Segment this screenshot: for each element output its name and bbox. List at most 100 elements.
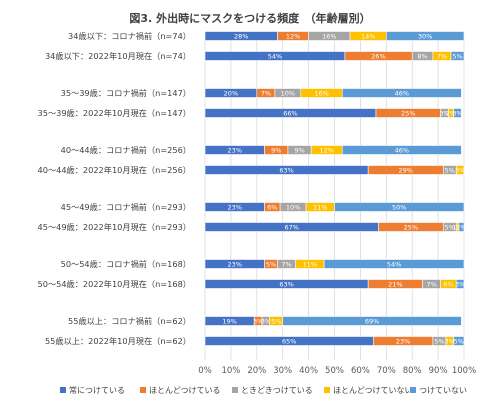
data-label: 69% [365,318,379,326]
data-label: 21% [388,281,402,289]
data-label: 20% [224,90,238,98]
data-label: 26% [371,53,385,61]
data-label: 5% [266,261,276,269]
legend-swatch [140,387,146,393]
data-label: 3% [445,338,455,346]
data-label: 50% [392,204,406,212]
data-label: 7% [281,261,291,269]
data-label: 54% [268,53,282,61]
data-label: 3% [455,167,465,175]
legend-label: ほとんどつけていない [333,386,413,395]
data-label: 66% [283,110,297,118]
data-label: 5% [445,224,455,232]
data-label: 46% [395,147,409,155]
data-label: 63% [279,167,293,175]
data-label: 30% [418,33,432,41]
data-label: 23% [228,261,242,269]
data-label: 63% [279,281,293,289]
data-label: 9% [271,147,281,155]
category-label: 40～44歳：2022年10月現在（n=256） [38,165,191,175]
chart-title: 図3. 外出時にマスクをつける頻度 （年齢層別） [129,12,371,25]
bar-segment [282,316,462,326]
legend-swatch [60,387,66,393]
x-tick-label: 10% [221,366,240,376]
data-label: 11% [303,261,317,269]
data-label: 2% [456,224,466,232]
data-label: 6% [267,204,277,212]
bar-segment [453,108,462,118]
category-label: 34歳以下：コロナ禍前（n=74） [68,31,191,41]
category-label: 55歳以上：コロナ禍前（n=62） [68,316,191,326]
data-label: 1% [452,224,462,232]
data-label: 54% [387,261,401,269]
bar-segment [450,51,465,61]
data-label: 16% [314,90,328,98]
data-label: 28% [234,33,248,41]
bar-segment [334,202,465,212]
data-label: 3% [455,281,465,289]
category-label: 50～54歳：2022年10月現在（n=168） [38,279,191,289]
bar-segment [453,336,465,346]
category-label: 50～54歳：コロナ禍前（n=168） [61,259,191,269]
data-label: 7% [426,281,436,289]
x-tick-label: 100% [452,366,476,376]
data-label: 2% [446,110,456,118]
bar-segment [323,259,465,269]
legend-swatch [324,387,330,393]
category-label: 35～39歳：コロナ禍前（n=147） [61,88,191,98]
x-tick-label: 70% [377,366,396,376]
data-label: 6% [443,281,453,289]
legend-label: つけていない [419,386,467,395]
data-label: 46% [395,90,409,98]
data-label: 16% [322,33,336,41]
data-label: 3% [439,110,449,118]
x-tick-label: 50% [325,366,344,376]
category-label: 35～39歳：2022年10月現在（n=147） [38,108,191,118]
legend-swatch [410,387,416,393]
category-label: 34歳以下：2022年10月現在（n=74） [45,51,191,61]
data-label: 12% [286,33,300,41]
data-label: 25% [401,110,415,118]
data-label: 19% [222,318,236,326]
category-label: 40～44歳：コロナ禍前（n=256） [61,145,191,155]
bar-segment [385,31,465,41]
x-tick-label: 90% [429,366,448,376]
legend-swatch [232,387,238,393]
x-tick-label: 40% [299,366,318,376]
data-label: 10% [281,90,295,98]
x-tick-label: 0% [198,366,212,376]
data-label: 65% [282,338,296,346]
data-label: 7% [437,53,447,61]
data-label: 67% [285,224,299,232]
data-label: 14% [361,33,375,41]
data-label: 5% [271,318,281,326]
bar-segment [455,279,465,289]
bar-segment [341,88,462,98]
data-label: 10% [286,204,300,212]
data-label: 23% [228,204,242,212]
category-label: 45～49歳：コロナ禍前（n=293） [61,202,191,212]
data-label: 3% [261,318,271,326]
x-tick-label: 80% [403,366,422,376]
category-label: 45～49歳：2022年10月現在（n=293） [38,222,191,232]
data-label: 5% [445,167,455,175]
data-label: 9% [294,147,304,155]
data-label: 25% [404,224,418,232]
category-label: 55歳以上：2022年10月現在（n=62） [45,336,191,346]
legend-label: 常につけている [69,386,125,395]
data-label: 5% [434,338,444,346]
x-tick-label: 30% [273,366,292,376]
bar-segment [341,145,462,155]
data-label: 3% [253,318,263,326]
data-label: 11% [313,204,327,212]
data-label: 12% [320,147,334,155]
data-label: 5% [454,338,464,346]
x-tick-label: 20% [247,366,266,376]
data-label: 29% [398,167,412,175]
data-label: 7% [261,90,271,98]
bar-segment [455,165,465,175]
legend-label: ときどきつけている [241,386,313,395]
legend-label: ほとんどつけている [149,386,221,395]
data-label: 23% [396,338,410,346]
data-label: 23% [228,147,242,155]
